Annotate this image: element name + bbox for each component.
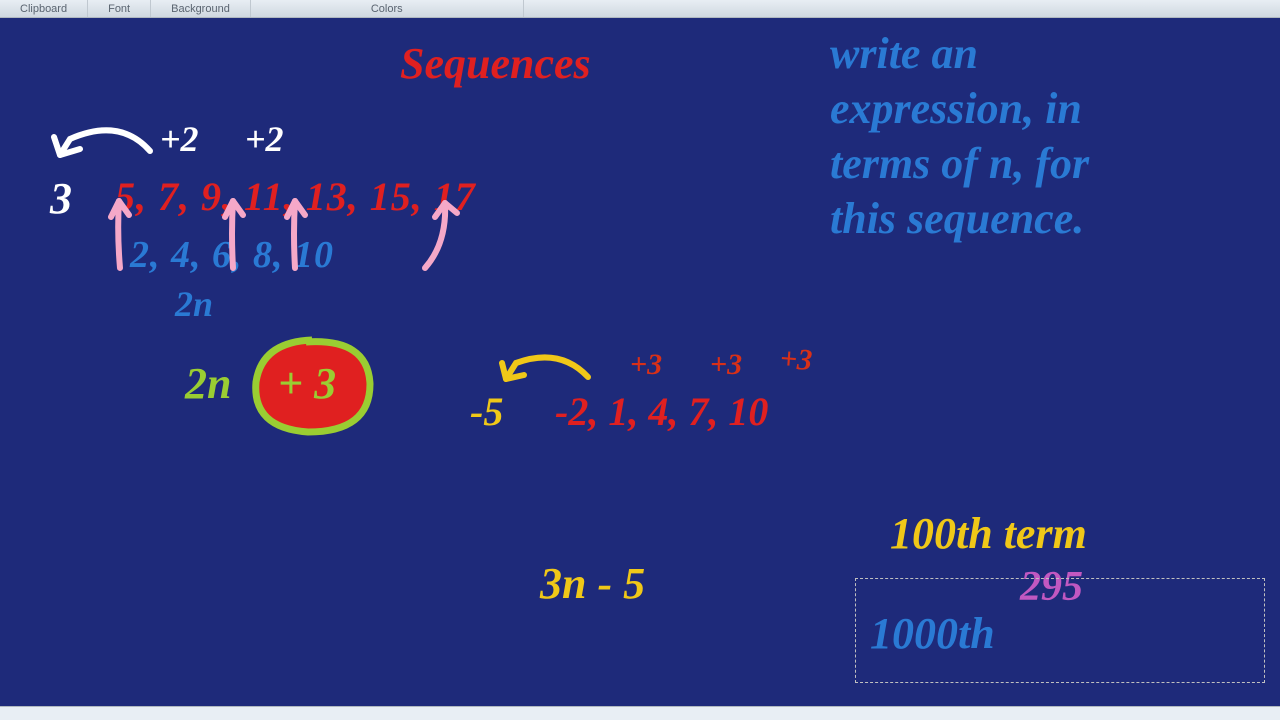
pink-up-arrows bbox=[105, 183, 485, 283]
seq2-diff-3: +3 bbox=[779, 342, 813, 378]
formula1-rhs: + 3 bbox=[278, 358, 336, 409]
prompt-line: write an bbox=[830, 26, 1280, 81]
ribbon-group-labels: Clipboard Font Background Colors bbox=[0, 0, 1280, 18]
toolbar-group-background[interactable]: Background bbox=[151, 0, 251, 17]
seq1-zero-term: 3 bbox=[50, 173, 72, 224]
prompt-line: expression, in bbox=[830, 81, 1280, 136]
diff-label-2: +2 bbox=[245, 118, 284, 160]
thousandth-label: 1000th bbox=[870, 608, 995, 659]
prompt-line: this sequence. bbox=[830, 191, 1280, 246]
toolbar-group-font[interactable]: Font bbox=[88, 0, 151, 17]
toolbar-group-clipboard[interactable]: Clipboard bbox=[0, 0, 88, 17]
seq2-terms: -2, 1, 4, 7, 10 bbox=[555, 388, 768, 435]
formula2: 3n - 5 bbox=[540, 558, 645, 609]
seq1-2n-label: 2n bbox=[175, 283, 213, 325]
hundredth-label: 100th term bbox=[890, 508, 1087, 559]
formula1-lhs: 2n bbox=[185, 358, 231, 409]
toolbar-group-colors[interactable]: Colors bbox=[251, 0, 524, 17]
seq2-diff-2: +3 bbox=[710, 348, 742, 382]
status-bar bbox=[0, 706, 1280, 720]
drawing-canvas[interactable]: Sequences write an expression, in terms … bbox=[0, 18, 1280, 706]
seq2-zero-term: -5 bbox=[470, 388, 503, 435]
prompt-line: terms of n, for bbox=[830, 136, 1280, 191]
diff-label-1: +2 bbox=[160, 118, 199, 160]
seq2-diff-1: +3 bbox=[630, 348, 662, 382]
title: Sequences bbox=[400, 38, 591, 89]
question-prompt: write an expression, in terms of n, for … bbox=[830, 26, 1280, 246]
